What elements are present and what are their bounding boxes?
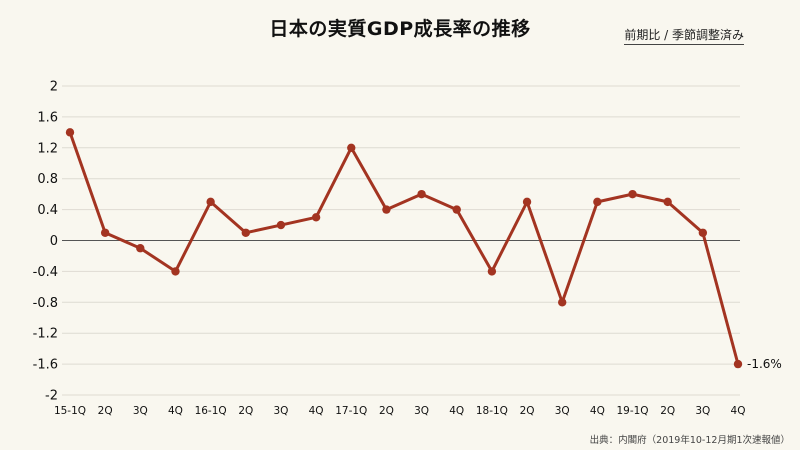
data-point: [100, 228, 110, 237]
x-tick-label: 3Q: [555, 405, 570, 417]
chart-subtitle: 前期比 / 季節調整済み: [624, 26, 744, 45]
data-point: [452, 205, 461, 214]
data-point: [628, 189, 637, 199]
x-tick-label: 2Q: [520, 405, 535, 417]
x-tick-label: 16-1Q: [195, 405, 227, 417]
data-point: [663, 197, 672, 207]
x-tick-label: 3Q: [133, 405, 148, 417]
y-axis-ticks: 2 1.6 1.2 0.8 0.4 0 -0.4 -0.8 -1.2 -1.6 -2: [33, 80, 58, 404]
x-tick-label: 2Q: [660, 405, 675, 417]
data-point: [241, 228, 250, 237]
x-tick-label: 19-1Q: [616, 405, 648, 417]
data-labels: -1.6%: [747, 357, 782, 371]
data-point: [417, 189, 426, 199]
y-tick-label: 0.8: [37, 172, 58, 187]
y-tick-label: 0.4: [37, 203, 58, 218]
data-point: [558, 298, 567, 307]
data-point: [347, 143, 356, 152]
x-tick-label: 3Q: [695, 405, 710, 417]
series-line: [68, 131, 740, 365]
y-tick-label: -1.6: [33, 358, 58, 373]
x-tick-label: 4Q: [309, 405, 324, 417]
data-point: [733, 359, 743, 369]
x-tick-label: 3Q: [273, 405, 288, 417]
x-axis-ticks: 15-1Q 2Q 3Q 4Q 16-1Q 2Q 3Q 4Q 17-1Q 2Q 3Q 4Q 18-1Q 2Q…: [54, 405, 746, 417]
x-tick-label: 4Q: [590, 405, 605, 417]
y-tick-label: 1.2: [37, 141, 58, 156]
y-tick-label: -0.4: [33, 265, 58, 280]
data-point: [206, 197, 215, 207]
data-point: [65, 128, 75, 137]
data-label: -1.6%: [747, 357, 782, 371]
x-tick-label: 4Q: [168, 405, 183, 417]
x-tick-label: 15-1Q: [54, 405, 86, 417]
x-tick-label: 2Q: [98, 405, 113, 417]
data-point: [593, 197, 602, 207]
x-tick-label: 4Q: [731, 405, 746, 417]
data-point: [522, 197, 532, 207]
y-tick-label: -1.2: [33, 327, 58, 342]
x-tick-label: 2Q: [238, 405, 253, 417]
x-tick-label: 17-1Q: [335, 405, 367, 417]
data-point: [311, 213, 321, 222]
y-tick-label: 2: [50, 80, 58, 95]
y-tick-label: 1.6: [37, 110, 58, 125]
data-point: [698, 228, 708, 237]
x-tick-label: 18-1Q: [476, 405, 508, 417]
x-tick-label: 3Q: [414, 405, 429, 417]
grid-lines: [62, 85, 740, 396]
x-tick-label: 4Q: [449, 405, 464, 417]
data-point: [487, 267, 497, 276]
data-point: [136, 244, 145, 253]
y-tick-label: -0.8: [33, 296, 58, 311]
chart-source: 出典：内閣府（2019年10-12月期1次速報値）: [589, 435, 790, 446]
data-point: [382, 205, 391, 214]
chart-title: 日本の実質GDP成長率の推移: [269, 18, 531, 40]
x-tick-label: 2Q: [379, 405, 394, 417]
data-point: [276, 220, 286, 230]
series-gdp-growth: [65, 128, 743, 369]
y-tick-label: 0: [50, 234, 58, 249]
y-tick-label: -2: [45, 389, 58, 404]
data-point: [171, 267, 180, 276]
